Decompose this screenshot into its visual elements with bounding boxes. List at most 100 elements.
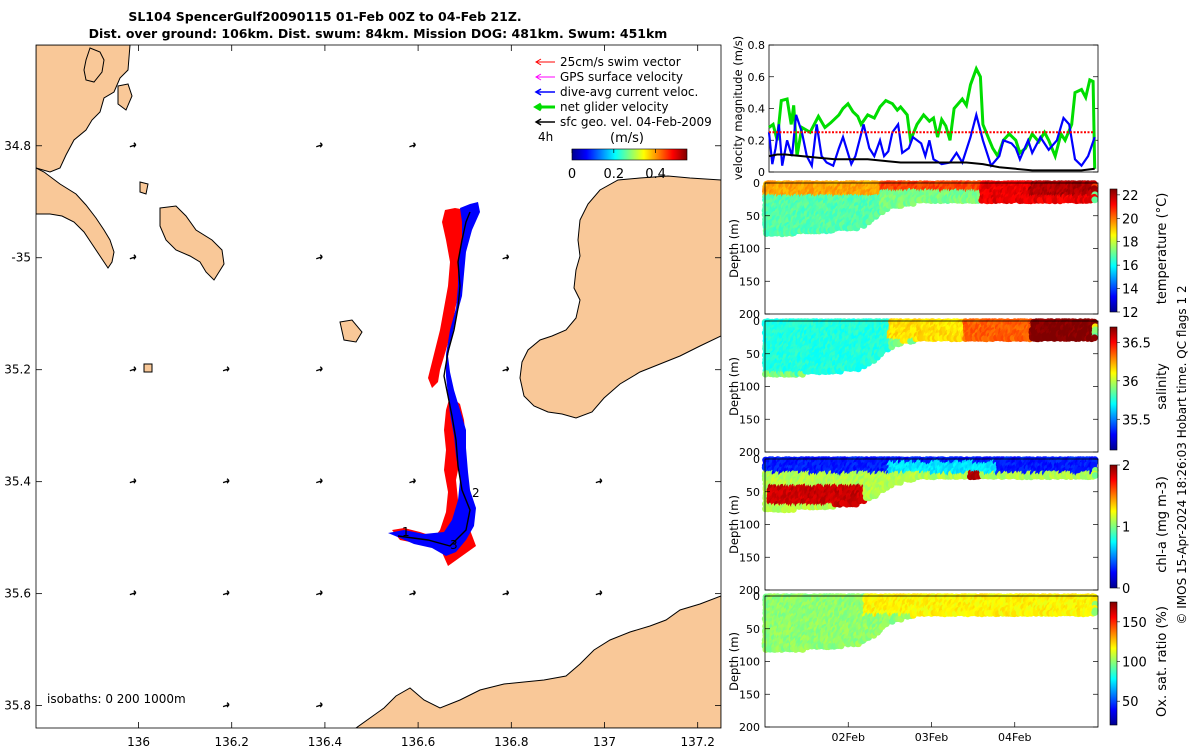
cbar-tick-label: 14 bbox=[1122, 283, 1139, 298]
section-ylabel: Depth (m) bbox=[727, 219, 741, 278]
land-island-north bbox=[83, 47, 105, 83]
map-xtick-label: 136.8 bbox=[494, 735, 528, 749]
sfc-geo-arrow bbox=[129, 254, 137, 260]
sfc-geo-arrow bbox=[409, 142, 416, 148]
legend-arrowhead bbox=[535, 58, 542, 66]
land-island-small-d bbox=[143, 363, 153, 373]
track-label-3: 3 bbox=[450, 538, 458, 552]
sfc-geo-arrow bbox=[502, 366, 510, 372]
track-centerline bbox=[397, 211, 471, 547]
map-xtick-label: 137 bbox=[593, 735, 616, 749]
map-xtick-label: 137.2 bbox=[681, 735, 715, 749]
depth-tick-label: 100 bbox=[739, 381, 760, 394]
map-xtick-label: 136.4 bbox=[308, 735, 342, 749]
map-x-ticks: 136 136.2 136.4 136.6 136.8 137 137.2 bbox=[127, 45, 715, 749]
title-line1: SL104 SpencerGulf20090115 01-Feb 00Z to … bbox=[128, 9, 521, 24]
sfc-geo-arrow bbox=[316, 478, 323, 484]
title-line2: Dist. over ground: 106km. Dist. swum: 84… bbox=[89, 26, 668, 41]
land-island-small-b bbox=[139, 181, 149, 195]
velocity-panel: 00.20.40.60.8 velocity magnitude (m/s) bbox=[731, 36, 1099, 181]
legend-item-label: net glider velocity bbox=[560, 100, 668, 114]
depth-tick-label: 0 bbox=[753, 177, 760, 190]
section-dot bbox=[1091, 196, 1099, 204]
track-label-1: 1 bbox=[402, 525, 410, 539]
depth-tick-label: 50 bbox=[746, 486, 760, 499]
map-ytick-label: 35.2 bbox=[4, 363, 31, 377]
sfc-geo-arrow bbox=[316, 366, 323, 372]
land-peninsula-south bbox=[36, 167, 115, 269]
legend-item-label: GPS surface velocity bbox=[560, 70, 683, 84]
map-ytick-label: 35.8 bbox=[4, 699, 31, 713]
sfc-geo-arrow bbox=[316, 590, 323, 596]
track-label-2: 2 bbox=[472, 486, 480, 500]
sfc-geo-arrow bbox=[129, 590, 137, 596]
cbar-tick-label: 36.5 bbox=[1122, 336, 1151, 351]
speed-colorbar bbox=[571, 148, 688, 161]
map-ytick-label: -35 bbox=[11, 251, 31, 265]
cbar-tick-label: 1 bbox=[1122, 521, 1130, 536]
blue-current-swath bbox=[388, 202, 480, 556]
map-ytick-label: 35.6 bbox=[4, 587, 31, 601]
map-ytick-label: 35.4 bbox=[4, 475, 31, 489]
section-dot bbox=[1091, 472, 1099, 479]
legend-arrowhead bbox=[534, 88, 542, 96]
sfc-geo-arrow bbox=[316, 702, 323, 708]
sfc-geo-arrow bbox=[502, 590, 510, 596]
sfc-geo-arrow bbox=[316, 254, 323, 260]
velocity-ylabel: velocity magnitude (m/s) bbox=[731, 36, 745, 181]
map-xtick-label: 136.2 bbox=[215, 735, 249, 749]
vel-series-line bbox=[767, 110, 1096, 170]
land-island-mid bbox=[159, 205, 225, 281]
section-clabel: salinity bbox=[1155, 363, 1170, 410]
cbar-tick-label: 20 bbox=[1122, 212, 1139, 227]
colorbar-tick-label: 0.2 bbox=[603, 167, 624, 182]
cbar-tick-label: 2 bbox=[1122, 459, 1130, 474]
sfc-geo-arrow bbox=[502, 254, 510, 260]
cbar-tick-label: 18 bbox=[1122, 236, 1139, 251]
section-clabel: chl-a (mg m-3) bbox=[1155, 476, 1170, 573]
depth-tick-label: 150 bbox=[739, 275, 760, 288]
cbar-tick-label: 0 bbox=[1122, 582, 1130, 597]
depth-tick-label: 100 bbox=[739, 519, 760, 532]
sfc-geo-arrow bbox=[222, 590, 230, 596]
land-kangaroo-island bbox=[355, 595, 721, 728]
land-island-small-a bbox=[117, 83, 133, 111]
vel-ytick-label: 0.4 bbox=[748, 103, 766, 116]
sfc-geo-arrow bbox=[222, 478, 230, 484]
colorbar-unit: (m/s) bbox=[610, 131, 644, 146]
sfc-geo-arrow bbox=[595, 590, 603, 596]
glider-track: 1 2 3 bbox=[388, 202, 480, 566]
legend-interval: 4h bbox=[538, 130, 553, 144]
isobaths-label: isobaths: 0 200 1000m bbox=[47, 692, 186, 706]
colorbar-tick-label: 0 bbox=[568, 167, 576, 182]
sfc-geo-arrow bbox=[409, 478, 416, 484]
map-xtick-label: 136.6 bbox=[401, 735, 435, 749]
sfc-geo-arrow bbox=[316, 142, 323, 148]
depth-tick-label: 0 bbox=[753, 315, 760, 328]
velocity-axes bbox=[768, 44, 1099, 173]
depth-tick-label: 150 bbox=[739, 413, 760, 426]
section-ylabel: Depth (m) bbox=[727, 495, 741, 554]
depth-tick-label: 0 bbox=[753, 453, 760, 466]
section-dot bbox=[1091, 334, 1098, 342]
land-eyre-peninsula bbox=[36, 45, 131, 173]
legend-item-label: dive-avg current veloc. bbox=[560, 85, 698, 99]
section-colorbar bbox=[1109, 326, 1118, 451]
vel-series-line bbox=[768, 153, 1095, 172]
map-panel: 1 2 3 136 136.2 136.4 136.6 136.8 137 137.2 34… bbox=[4, 44, 722, 749]
cbar-tick-label: 16 bbox=[1122, 259, 1139, 274]
sfc-geo-arrow bbox=[222, 702, 230, 708]
vel-series-line bbox=[768, 65, 1097, 169]
depth-tick-label: 100 bbox=[739, 243, 760, 256]
map-ytick-label: 34.8 bbox=[4, 139, 31, 153]
sfc-geo-arrow bbox=[409, 590, 416, 596]
cbar-tick-label: 36 bbox=[1122, 375, 1139, 390]
section-colorbar bbox=[1109, 464, 1118, 589]
vel-ytick-label: 0.2 bbox=[748, 134, 766, 147]
legend-item-label: 25cm/s swim vector bbox=[560, 55, 681, 69]
sfc-geo-arrow bbox=[129, 366, 137, 372]
